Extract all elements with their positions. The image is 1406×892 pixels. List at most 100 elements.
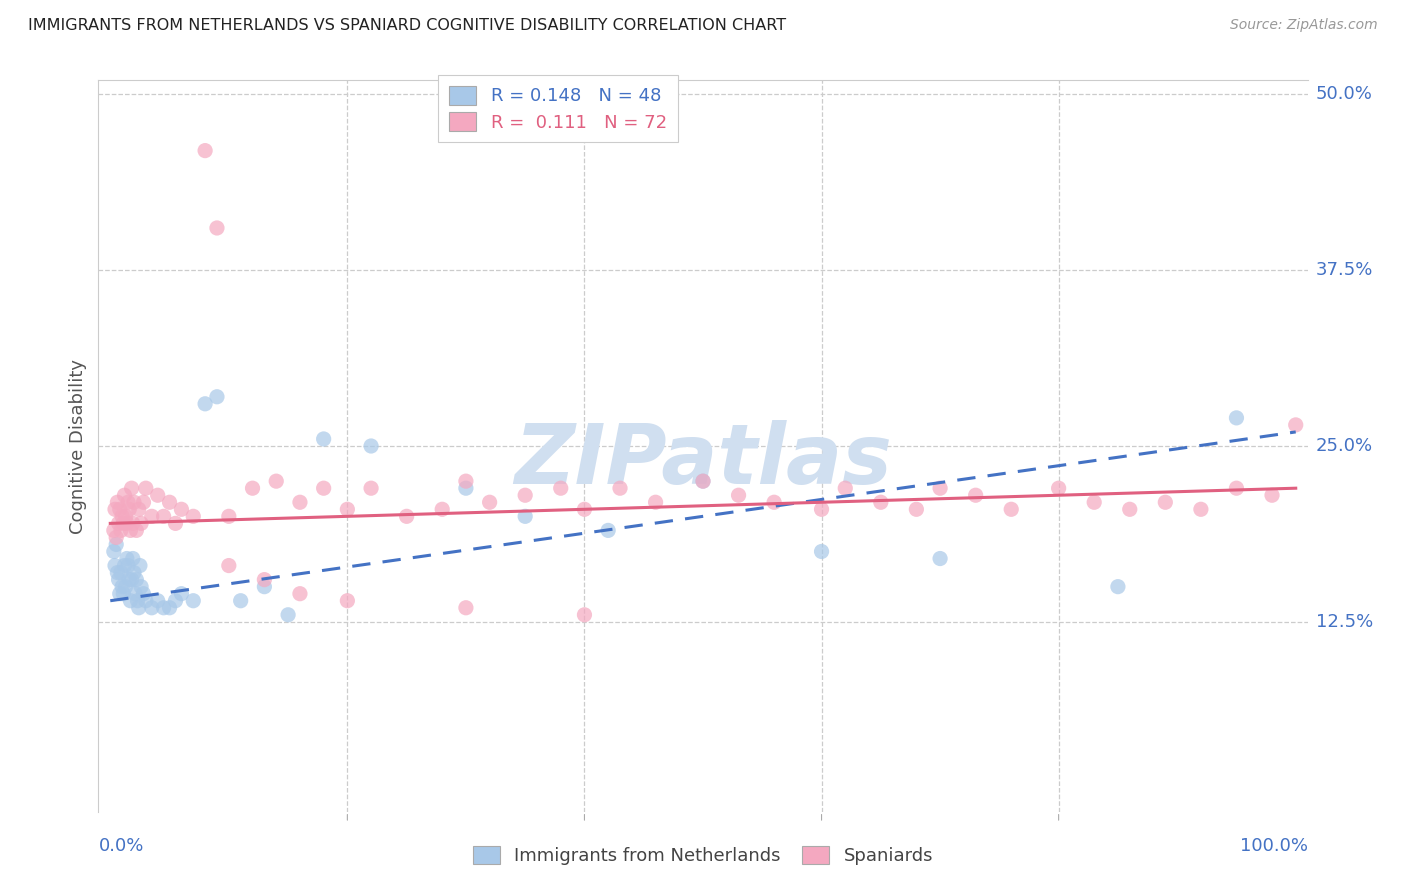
Point xyxy=(117,495,139,509)
Point xyxy=(336,502,359,516)
Point xyxy=(929,551,952,566)
Point xyxy=(146,488,169,502)
Point xyxy=(128,502,150,516)
Point xyxy=(121,481,143,495)
Point xyxy=(869,495,891,509)
Point xyxy=(165,516,187,531)
Point xyxy=(124,587,146,601)
Point xyxy=(312,481,335,495)
Point xyxy=(644,495,666,509)
Point xyxy=(159,600,181,615)
Point xyxy=(1285,417,1308,432)
Point xyxy=(218,558,240,573)
Point xyxy=(135,593,157,607)
Point xyxy=(277,607,299,622)
Text: 50.0%: 50.0% xyxy=(1316,86,1372,103)
Point xyxy=(152,600,174,615)
Point xyxy=(1047,481,1070,495)
Point xyxy=(598,524,620,538)
Point xyxy=(1154,495,1177,509)
Point xyxy=(181,509,204,524)
Point xyxy=(965,488,987,502)
Point xyxy=(120,524,142,538)
Point xyxy=(118,573,141,587)
Point xyxy=(105,537,128,551)
Point xyxy=(360,481,382,495)
Point xyxy=(218,509,240,524)
Point xyxy=(104,502,127,516)
Point xyxy=(205,221,228,235)
Point xyxy=(264,474,287,488)
Point xyxy=(141,600,163,615)
Point xyxy=(550,481,572,495)
Text: 25.0%: 25.0% xyxy=(1316,437,1374,455)
Point xyxy=(253,573,276,587)
Point xyxy=(112,516,135,531)
Point xyxy=(110,524,132,538)
Point xyxy=(121,573,143,587)
Point xyxy=(129,516,152,531)
Point xyxy=(929,481,952,495)
Point xyxy=(111,509,134,524)
Point xyxy=(1107,580,1129,594)
Point xyxy=(336,593,359,607)
Text: 100.0%: 100.0% xyxy=(1240,837,1308,855)
Point xyxy=(574,502,596,516)
Point xyxy=(432,502,454,516)
Point xyxy=(515,488,537,502)
Point xyxy=(125,573,148,587)
Point xyxy=(132,587,155,601)
Point xyxy=(118,502,141,516)
Point xyxy=(108,587,131,601)
Point xyxy=(692,474,714,488)
Point xyxy=(135,481,157,495)
Point xyxy=(574,607,596,622)
Point xyxy=(127,593,149,607)
Point xyxy=(110,566,132,580)
Point xyxy=(165,593,187,607)
Point xyxy=(114,558,136,573)
Point xyxy=(360,439,382,453)
Point xyxy=(609,481,631,495)
Point xyxy=(454,474,477,488)
Point xyxy=(515,509,537,524)
Point xyxy=(229,593,252,607)
Point xyxy=(288,587,311,601)
Point xyxy=(121,516,143,531)
Point xyxy=(1261,488,1284,502)
Point xyxy=(104,558,127,573)
Point xyxy=(170,502,193,516)
Point xyxy=(159,495,181,509)
Point xyxy=(105,530,128,544)
Point xyxy=(763,495,786,509)
Point xyxy=(141,509,163,524)
Point xyxy=(129,558,152,573)
Point xyxy=(129,580,152,594)
Point xyxy=(108,502,131,516)
Legend: R = 0.148   N = 48, R =  0.111   N = 72: R = 0.148 N = 48, R = 0.111 N = 72 xyxy=(439,75,678,143)
Point xyxy=(1225,410,1247,425)
Point xyxy=(1189,502,1212,516)
Text: ZIPatlas: ZIPatlas xyxy=(515,420,891,501)
Point xyxy=(111,580,134,594)
Point xyxy=(115,551,138,566)
Point xyxy=(107,516,129,531)
Point xyxy=(122,495,145,509)
Point xyxy=(103,524,125,538)
Point xyxy=(205,390,228,404)
Y-axis label: Cognitive Disability: Cognitive Disability xyxy=(69,359,87,533)
Point xyxy=(132,495,155,509)
Text: 37.5%: 37.5% xyxy=(1316,261,1374,279)
Point xyxy=(105,495,128,509)
Point xyxy=(242,481,264,495)
Point xyxy=(114,509,136,524)
Legend: Immigrants from Netherlands, Spaniards: Immigrants from Netherlands, Spaniards xyxy=(464,837,942,874)
Point xyxy=(146,593,169,607)
Point xyxy=(105,566,128,580)
Point xyxy=(194,144,217,158)
Point xyxy=(122,566,145,580)
Point xyxy=(152,509,174,524)
Point xyxy=(181,593,204,607)
Point xyxy=(727,488,749,502)
Point xyxy=(1000,502,1022,516)
